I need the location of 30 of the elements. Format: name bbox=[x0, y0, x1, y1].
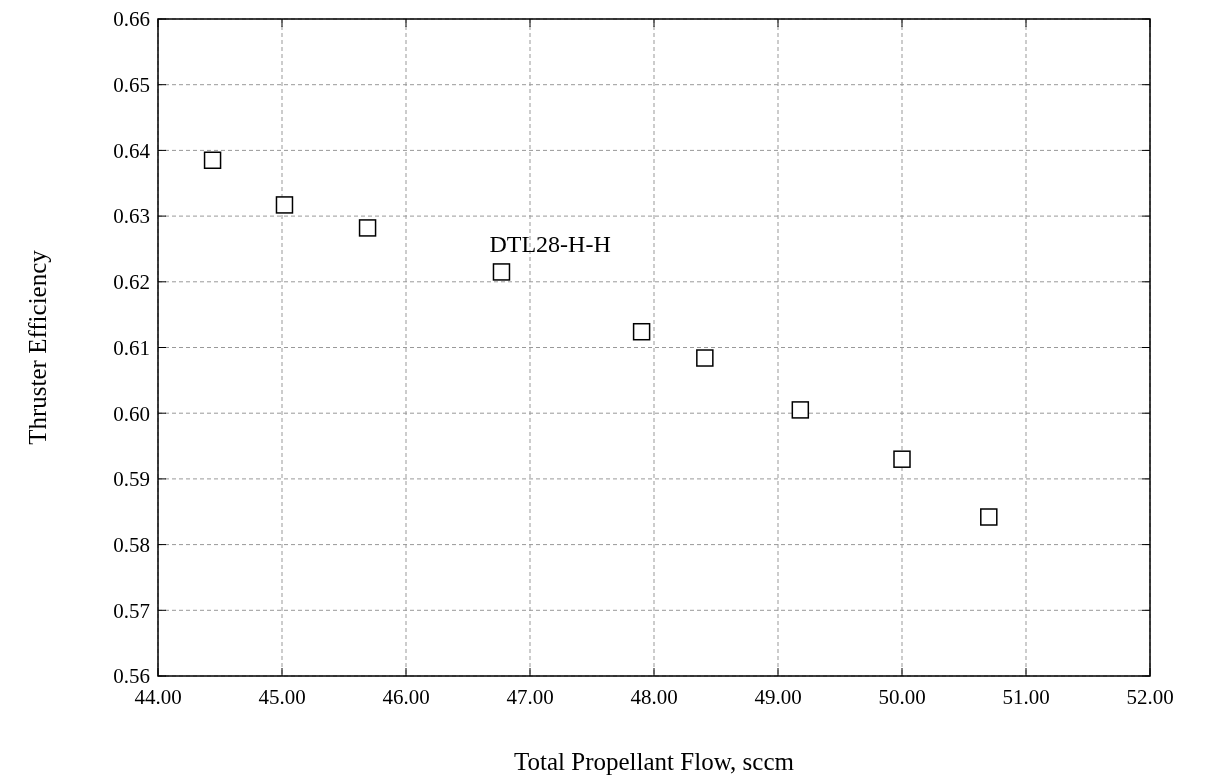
point bbox=[696, 349, 714, 367]
point bbox=[632, 322, 651, 341]
y-tick-label: 0.63 bbox=[113, 204, 150, 229]
x-tick-label: 49.00 bbox=[754, 685, 802, 709]
x-axis-title: Total Propellant Flow, sccm bbox=[514, 748, 795, 775]
y-tick-label: 0.61 bbox=[113, 335, 150, 360]
y-tick-label: 0.58 bbox=[113, 532, 150, 557]
y-tick-label: 0.60 bbox=[113, 401, 150, 426]
point bbox=[492, 263, 511, 281]
point bbox=[980, 508, 998, 526]
x-tick-label: 51.00 bbox=[1002, 685, 1050, 709]
annotation: DTL28-H-H bbox=[489, 230, 611, 257]
point bbox=[893, 450, 911, 468]
y-tick-label: 0.66 bbox=[113, 7, 150, 32]
y-tick-label: 0.65 bbox=[113, 73, 150, 98]
y-tick-label: 0.62 bbox=[113, 270, 150, 295]
x-tick-label: 45.00 bbox=[258, 685, 306, 709]
point bbox=[275, 196, 294, 214]
x-tick-label: 46.00 bbox=[382, 685, 430, 709]
y-tick-label: 0.57 bbox=[113, 598, 150, 623]
point bbox=[358, 219, 377, 237]
x-tick-label: 50.00 bbox=[878, 685, 926, 709]
x-tick-label: 47.00 bbox=[506, 685, 554, 709]
y-tick-label: 0.64 bbox=[113, 138, 151, 163]
point bbox=[791, 401, 810, 419]
y-tick-label: 0.59 bbox=[113, 467, 150, 492]
x-tick-label: 48.00 bbox=[630, 685, 678, 709]
point bbox=[203, 151, 222, 170]
y-axis-title: Thruster Efficiency bbox=[24, 249, 51, 445]
x-tick-label: 52.00 bbox=[1126, 685, 1174, 709]
